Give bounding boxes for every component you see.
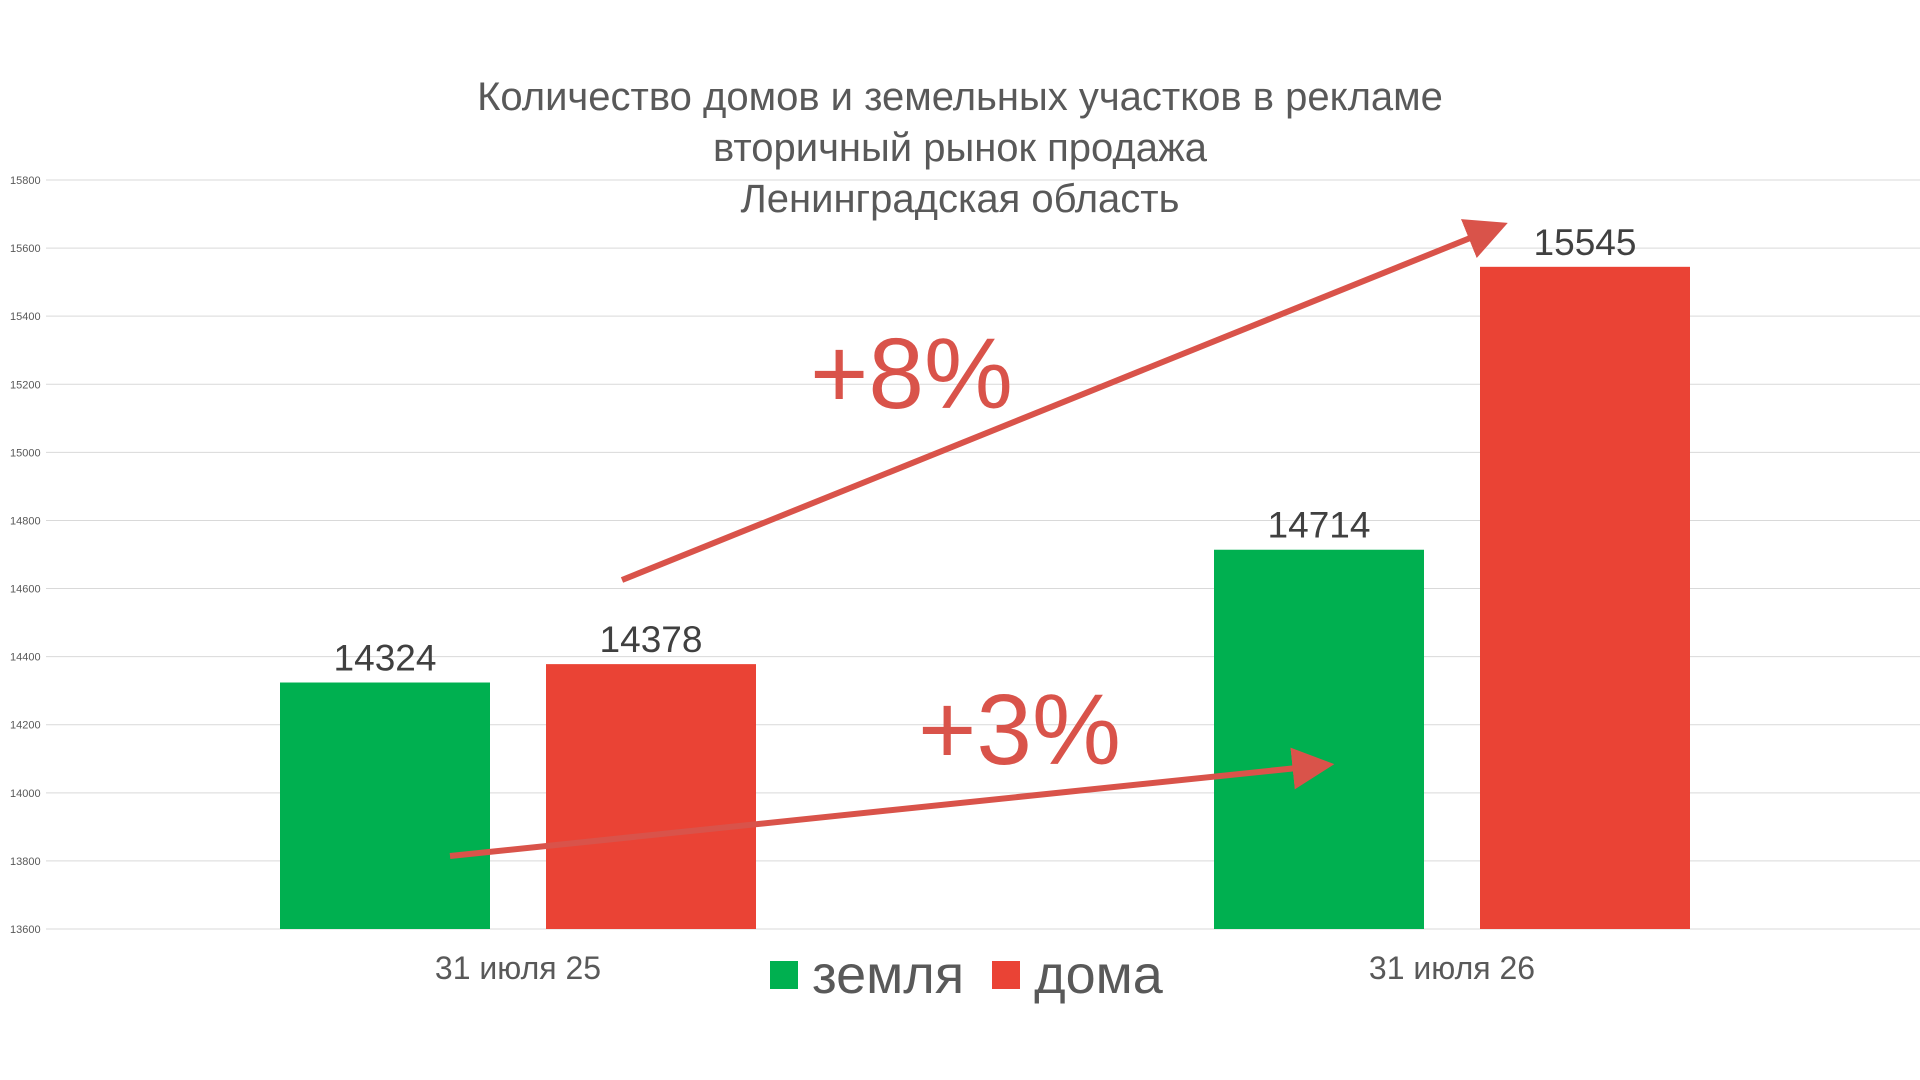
y-tick-label: 14200 bbox=[10, 720, 41, 732]
bar bbox=[280, 682, 490, 929]
annotation-growth-zemlya: +3% bbox=[918, 674, 1121, 786]
y-tick-label: 15800 bbox=[10, 175, 41, 187]
y-tick-label: 13600 bbox=[10, 924, 41, 936]
y-tick-label: 13800 bbox=[10, 856, 41, 868]
y-tick-label: 15600 bbox=[10, 243, 41, 255]
y-axis-ticks: 13600 13800 14000 14200 14400 14600 14800 15000… bbox=[10, 175, 41, 936]
bar bbox=[1480, 266, 1690, 929]
y-tick-label: 14800 bbox=[10, 515, 41, 527]
bars bbox=[280, 266, 1690, 929]
y-tick-label: 14600 bbox=[10, 584, 41, 596]
trend-arrow-zemlya bbox=[449, 747, 1335, 859]
legend-item-doma: дома bbox=[992, 944, 1163, 1006]
trend-arrow-doma bbox=[620, 219, 1508, 583]
y-tick-label: 14400 bbox=[10, 652, 41, 664]
data-labels: 14324 14714 14378 15545 bbox=[334, 222, 1637, 679]
legend-label: дома bbox=[1034, 945, 1163, 1005]
chart-title: Количество домов и земельных участков в … bbox=[0, 72, 1920, 225]
data-label: 14378 bbox=[600, 619, 703, 660]
legend-swatch bbox=[992, 961, 1021, 989]
x-category-label: 31 июля 25 bbox=[434, 950, 602, 986]
legend-swatch bbox=[770, 961, 798, 989]
data-label: 14714 bbox=[1268, 505, 1371, 546]
legend-item-zemlya: земля bbox=[770, 944, 964, 1006]
bar bbox=[546, 664, 756, 929]
chart-title-line-2: вторичный рынок продажа bbox=[712, 126, 1208, 170]
y-tick-label: 15400 bbox=[10, 311, 41, 323]
legend-label: земля bbox=[812, 945, 965, 1005]
y-tick-label: 15200 bbox=[10, 379, 41, 391]
y-tick-label: 14000 bbox=[10, 788, 41, 800]
data-label: 15545 bbox=[1534, 222, 1637, 263]
legend: земля дома bbox=[770, 944, 1191, 1006]
annotation-growth-doma: +8% bbox=[810, 318, 1013, 430]
data-label: 14324 bbox=[334, 638, 437, 679]
y-tick-label: 15000 bbox=[10, 447, 41, 459]
bar bbox=[1214, 549, 1424, 929]
chart-title-line-1: Количество домов и земельных участков в … bbox=[477, 75, 1443, 119]
x-category-label: 31 июля 26 bbox=[1368, 950, 1536, 986]
chart-title-line-3: Ленинградская область bbox=[740, 177, 1180, 221]
trend-arrows: +8% +3% bbox=[449, 219, 1508, 859]
